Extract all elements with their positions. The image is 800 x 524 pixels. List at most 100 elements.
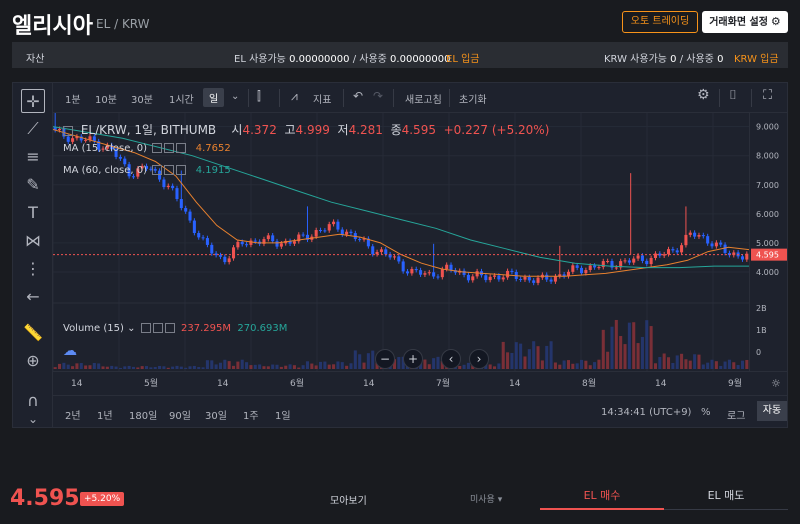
interval-1h[interactable]: 1시간 <box>169 95 194 106</box>
auto-trading-button[interactable]: 오토 트레이딩 <box>622 11 698 33</box>
candle-body <box>719 242 723 245</box>
camera-icon[interactable]: ⌷ <box>729 88 737 103</box>
range-2y[interactable]: 2년 <box>65 411 81 422</box>
trend-line-icon[interactable]: ⟋ <box>27 119 39 138</box>
candle-body <box>397 256 401 262</box>
candle-body <box>227 258 231 263</box>
tab-sell[interactable]: EL 매도 <box>664 486 788 510</box>
krw-deposit-link[interactable]: KRW 입금 <box>734 54 779 65</box>
zoom-in-icon[interactable]: ⊕ <box>26 351 40 370</box>
candle-body <box>401 261 405 272</box>
volume-bar <box>97 363 101 369</box>
crosshair-icon[interactable]: ✛ <box>21 89 45 113</box>
interval-1m[interactable]: 1분 <box>65 95 81 106</box>
time-axis[interactable]: 14 5월 14 6월 14 7월 14 8월 14 9월 ☼ <box>53 371 787 393</box>
text-tool-icon[interactable]: T <box>28 203 38 222</box>
volume-bar <box>166 367 170 369</box>
candle-body <box>667 249 671 255</box>
candle-body <box>71 138 75 142</box>
axis-settings-icon[interactable]: ☼ <box>771 377 781 390</box>
volume-bar <box>640 336 644 369</box>
back-arrow-icon[interactable]: ← <box>26 287 40 306</box>
ma60-line <box>52 126 749 269</box>
scroll-left-button[interactable]: ‹ <box>441 349 461 369</box>
range-1w[interactable]: 1주 <box>243 411 259 422</box>
volume-bar <box>127 365 131 369</box>
candle-body <box>588 265 592 271</box>
range-30d[interactable]: 30일 <box>205 411 227 422</box>
redo-icon[interactable]: ↷ <box>373 89 384 103</box>
orderbook-group-label[interactable]: 모아보기 <box>330 496 367 507</box>
range-1d[interactable]: 1일 <box>275 411 291 422</box>
auto-toggle[interactable]: 자동 <box>757 401 787 421</box>
interval-10m[interactable]: 10분 <box>95 95 117 106</box>
log-toggle[interactable]: 로그 <box>727 411 746 422</box>
volume-bar <box>201 367 205 369</box>
interval-30m[interactable]: 30분 <box>131 95 153 106</box>
close-icon[interactable] <box>164 323 175 333</box>
cloud-icon[interactable]: ☁ <box>63 343 77 359</box>
settings-icon[interactable] <box>164 143 175 153</box>
volume-bar <box>732 362 736 369</box>
close-icon[interactable] <box>176 143 187 153</box>
collapse-icon[interactable] <box>63 125 73 136</box>
settings-icon[interactable] <box>164 165 175 175</box>
range-90d[interactable]: 90일 <box>169 411 191 422</box>
chevron-down-icon[interactable]: ⌄ <box>231 91 240 102</box>
candle-body <box>323 230 327 232</box>
prediction-icon[interactable]: ⋮ <box>25 259 41 278</box>
volume-tick-label: 0 <box>756 348 761 357</box>
candle-body <box>497 275 501 280</box>
refresh-button[interactable]: 새로고침 <box>405 95 442 106</box>
candle-body <box>614 267 618 269</box>
close-icon[interactable] <box>176 165 187 175</box>
candle-body <box>710 243 714 247</box>
chevron-down-icon[interactable]: ⌄ <box>27 412 39 426</box>
volume-bar <box>145 366 149 369</box>
fib-lines-icon[interactable]: ≡ <box>26 147 40 166</box>
volume-bar <box>597 359 601 369</box>
zoom-out-button[interactable]: − <box>375 349 395 369</box>
candle-body <box>688 232 692 235</box>
chart-plot[interactable]: EL/KRW, 1일, BITHUMB 시4.372 고4.999 저4.281… <box>52 98 750 371</box>
candle-type-icon[interactable]: ⫿ <box>257 89 261 103</box>
eye-icon[interactable] <box>140 323 151 333</box>
indicator-icon[interactable]: ⩘ <box>291 89 298 103</box>
candle-body <box>697 235 701 237</box>
drawing-toolbar: ✛ ⟋ ≡ ✎ T ⋈ ⋮ ← 📏 ⊕ ∩ ⌄ <box>13 83 53 427</box>
volume-bar <box>527 349 531 369</box>
price-axis[interactable]: 9.000 8.000 7.000 6.000 5.000 4.000 4.595 2B 1B 0 <box>749 113 787 371</box>
tab-buy[interactable]: EL 매수 <box>540 486 664 510</box>
magnet-icon[interactable]: ∩ <box>27 391 39 410</box>
scroll-right-button[interactable]: › <box>469 349 489 369</box>
interval-day[interactable]: 일 <box>203 88 225 107</box>
eye-icon[interactable] <box>152 165 163 175</box>
settings-icon[interactable]: ⚙ <box>697 87 710 103</box>
undo-icon[interactable]: ↶ <box>353 89 364 103</box>
brush-icon[interactable]: ✎ <box>26 175 40 194</box>
screen-settings-button[interactable]: 거래화면 설정 ⚙ <box>702 11 788 33</box>
candle-body <box>627 260 631 263</box>
eye-icon[interactable] <box>152 143 163 153</box>
pattern-icon[interactable]: ⋈ <box>25 231 41 250</box>
candle-body <box>349 231 353 234</box>
el-deposit-link[interactable]: EL 입금 <box>446 54 480 65</box>
volume-bar <box>240 359 244 369</box>
volume-bar <box>140 366 144 369</box>
fullscreen-icon[interactable]: ⛶ <box>763 88 773 103</box>
ruler-icon[interactable]: 📏 <box>23 323 43 342</box>
settings-icon[interactable] <box>152 323 163 333</box>
zoom-in-button[interactable]: + <box>403 349 423 369</box>
candle-body <box>327 224 331 231</box>
indicators-button[interactable]: 지표 <box>313 95 332 106</box>
percent-toggle[interactable]: % <box>701 407 711 418</box>
candle-body <box>732 252 736 256</box>
candle-body <box>701 235 705 237</box>
reset-button[interactable]: 초기화 <box>459 95 487 106</box>
volume-bar <box>171 366 175 369</box>
range-180d[interactable]: 180일 <box>129 411 158 422</box>
volume-bar <box>197 367 201 369</box>
candle-body <box>584 270 588 274</box>
orderbook-unused[interactable]: 미사용 ▾ <box>470 495 503 505</box>
range-1y[interactable]: 1년 <box>97 411 113 422</box>
